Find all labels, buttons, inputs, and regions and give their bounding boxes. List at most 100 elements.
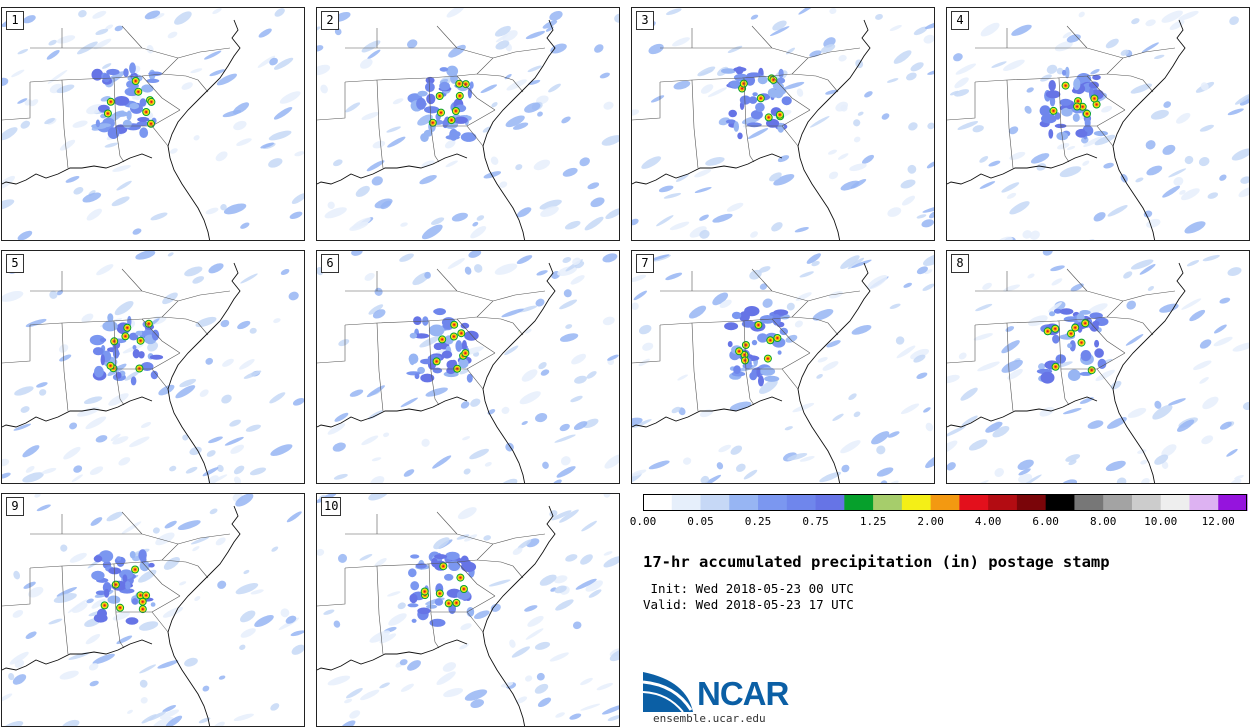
- precip-area: [994, 468, 1004, 477]
- precip-area: [29, 99, 39, 107]
- precip-area: [1168, 168, 1187, 178]
- precip-area: [149, 354, 164, 360]
- precip-area: [949, 90, 959, 96]
- precip-area: [491, 102, 498, 108]
- precip-area: [1189, 309, 1206, 322]
- precip-area: [116, 635, 133, 645]
- precip-area: [68, 652, 90, 660]
- precip-area: [431, 557, 438, 568]
- precip-area: [433, 342, 444, 351]
- precip-area: [1162, 144, 1176, 155]
- precip-area: [89, 334, 105, 346]
- precip-area: [424, 271, 431, 279]
- precip-area: [998, 236, 1013, 240]
- precip-area: [724, 322, 739, 331]
- precip-area: [59, 354, 72, 362]
- precip-area: [425, 76, 435, 84]
- precip-area: [1202, 254, 1220, 262]
- precip-area: [1059, 308, 1074, 315]
- precip-area: [1106, 417, 1127, 429]
- precip-area: [91, 570, 105, 581]
- precip-area: [14, 386, 34, 396]
- precip-area: [988, 160, 1001, 167]
- precip-area: [106, 68, 120, 76]
- precip-area: [811, 260, 820, 267]
- precip-area: [916, 372, 928, 379]
- precip-area: [220, 204, 227, 211]
- precip-area: [399, 253, 414, 262]
- precip-area: [474, 610, 490, 620]
- precip-area: [370, 476, 385, 483]
- precip-area: [25, 318, 47, 328]
- precip-area: [285, 615, 297, 624]
- precip-area: [960, 387, 978, 401]
- coastline: [2, 505, 241, 726]
- precip-area: [729, 80, 742, 89]
- precip-area: [112, 436, 129, 445]
- precip-area: [436, 671, 456, 685]
- precip-area: [658, 185, 674, 193]
- precip-area: [379, 682, 390, 689]
- precip-area: [1042, 251, 1053, 256]
- precip-area: [759, 379, 778, 394]
- precip-area: [169, 465, 177, 472]
- precip-area: [926, 161, 934, 169]
- member-panel: 1: [1, 7, 305, 241]
- precip-area: [602, 316, 615, 326]
- precip-area: [726, 202, 744, 212]
- precip-area: [179, 581, 187, 586]
- precip-area: [480, 84, 498, 94]
- precip-area: [721, 68, 736, 74]
- precipitation-map: [947, 251, 1249, 483]
- precip-area: [669, 221, 690, 231]
- precip-area: [1054, 41, 1073, 52]
- precip-area: [1011, 24, 1032, 36]
- precip-area: [1176, 419, 1195, 432]
- precip-area: [28, 586, 44, 598]
- precip-area: [494, 25, 511, 37]
- precip-area: [673, 80, 691, 90]
- colorbar-segment: [786, 494, 817, 511]
- precip-area: [152, 13, 165, 20]
- precip-area: [733, 67, 747, 72]
- precip-area: [719, 299, 732, 308]
- precip-area: [688, 305, 707, 319]
- precip-area: [602, 253, 618, 263]
- precip-area: [666, 8, 682, 16]
- precip-area: [39, 389, 47, 396]
- precip-area: [1082, 160, 1090, 166]
- precip-area: [972, 125, 984, 133]
- precip-area: [985, 421, 1003, 433]
- precip-area: [549, 10, 563, 21]
- precip-area: [731, 311, 742, 320]
- precip-area: [124, 581, 131, 590]
- precip-area: [400, 397, 418, 408]
- ncar-logo-icon: [643, 672, 693, 712]
- precip-area: [22, 445, 40, 458]
- heavy-precip-cell: [772, 78, 775, 81]
- precip-area: [451, 131, 461, 138]
- precip-area: [139, 679, 148, 688]
- precip-area: [319, 494, 326, 499]
- precipitation-map: [2, 251, 304, 483]
- precip-area: [725, 119, 736, 124]
- precip-area: [900, 179, 916, 189]
- heavy-precip-cell: [1084, 322, 1087, 325]
- precip-area: [1207, 192, 1219, 199]
- precip-area: [535, 413, 548, 423]
- precip-area: [565, 554, 578, 562]
- precip-area: [73, 187, 84, 195]
- precip-area: [95, 435, 108, 443]
- precip-area: [132, 345, 137, 350]
- precip-area: [1076, 312, 1085, 323]
- precip-area: [428, 324, 445, 337]
- precip-area: [135, 330, 144, 336]
- precip-area: [2, 458, 10, 467]
- heavy-precip-cell: [776, 337, 779, 339]
- precip-area: [119, 569, 134, 580]
- member-number: 9: [6, 497, 24, 516]
- precip-area: [94, 365, 104, 378]
- precip-area: [539, 199, 562, 210]
- precip-area: [162, 292, 178, 305]
- precip-area: [1067, 145, 1076, 151]
